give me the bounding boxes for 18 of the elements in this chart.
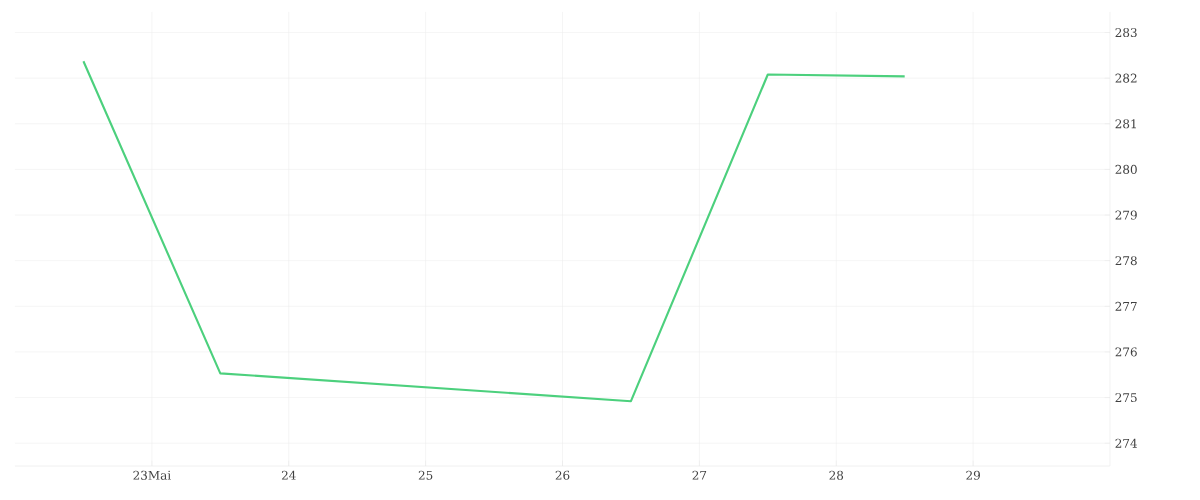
y-tick-label: 278 bbox=[1115, 256, 1137, 266]
x-tick-label: 24 bbox=[281, 470, 296, 480]
y-tick-label: 279 bbox=[1115, 210, 1137, 220]
y-tick-label: 282 bbox=[1115, 73, 1137, 83]
x-tick-label: 27 bbox=[692, 470, 707, 480]
y-tick-label: 280 bbox=[1115, 164, 1137, 174]
y-tick-label: 277 bbox=[1115, 301, 1137, 311]
line-series bbox=[82, 60, 906, 403]
y-tick-label: 276 bbox=[1115, 347, 1137, 357]
y-tick-label: 274 bbox=[1115, 438, 1137, 448]
x-tick-label: 29 bbox=[966, 470, 980, 480]
y-tick-label: 281 bbox=[1115, 119, 1136, 129]
y-tick-label: 275 bbox=[1115, 393, 1137, 403]
x-tick-label: 28 bbox=[829, 470, 844, 480]
x-tick-label: 26 bbox=[555, 470, 570, 480]
x-tick-label: 23Mai bbox=[133, 470, 171, 480]
x-tick-label: 25 bbox=[418, 470, 433, 480]
y-tick-label: 283 bbox=[1115, 27, 1137, 38]
